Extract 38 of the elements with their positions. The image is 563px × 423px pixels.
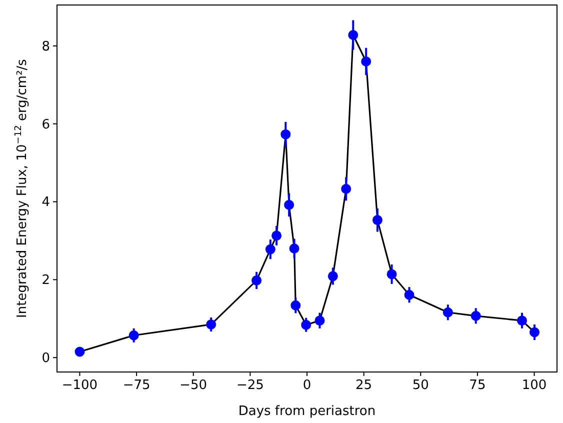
- point: [361, 56, 372, 66]
- x-tick-label: 75: [469, 378, 486, 393]
- point: [128, 330, 139, 340]
- x-tick-label: 0: [302, 378, 312, 393]
- x-tick-label: −25: [236, 378, 264, 393]
- point: [442, 307, 453, 318]
- x-tick-label: −100: [62, 378, 98, 393]
- y-tick-label: 4: [42, 195, 50, 210]
- point: [314, 316, 325, 326]
- x-tick-label: −75: [122, 378, 150, 393]
- point: [265, 244, 276, 254]
- point: [517, 316, 527, 326]
- y-tick-label: 6: [42, 117, 50, 132]
- x-tick-label: −50: [180, 378, 208, 393]
- y-tick-label: 0: [42, 351, 50, 366]
- y-tick-label: 8: [42, 39, 50, 54]
- y-tick-label: 2: [42, 273, 50, 288]
- point: [372, 215, 382, 226]
- point: [301, 320, 312, 330]
- point: [284, 200, 294, 210]
- point: [272, 230, 282, 241]
- point: [280, 129, 291, 140]
- x-tick-label: 100: [522, 378, 547, 393]
- x-tick-label: 50: [412, 378, 429, 393]
- point: [341, 184, 352, 194]
- point: [386, 269, 397, 280]
- point: [74, 346, 85, 357]
- point: [328, 271, 338, 282]
- x-axis-title: Days from periastron: [238, 404, 376, 419]
- point: [348, 30, 358, 40]
- point: [404, 290, 414, 300]
- point: [290, 300, 301, 310]
- point: [530, 327, 540, 338]
- point: [289, 244, 300, 254]
- point: [252, 275, 262, 286]
- point: [206, 319, 216, 330]
- point: [470, 310, 481, 321]
- x-tick-label: 25: [356, 378, 372, 393]
